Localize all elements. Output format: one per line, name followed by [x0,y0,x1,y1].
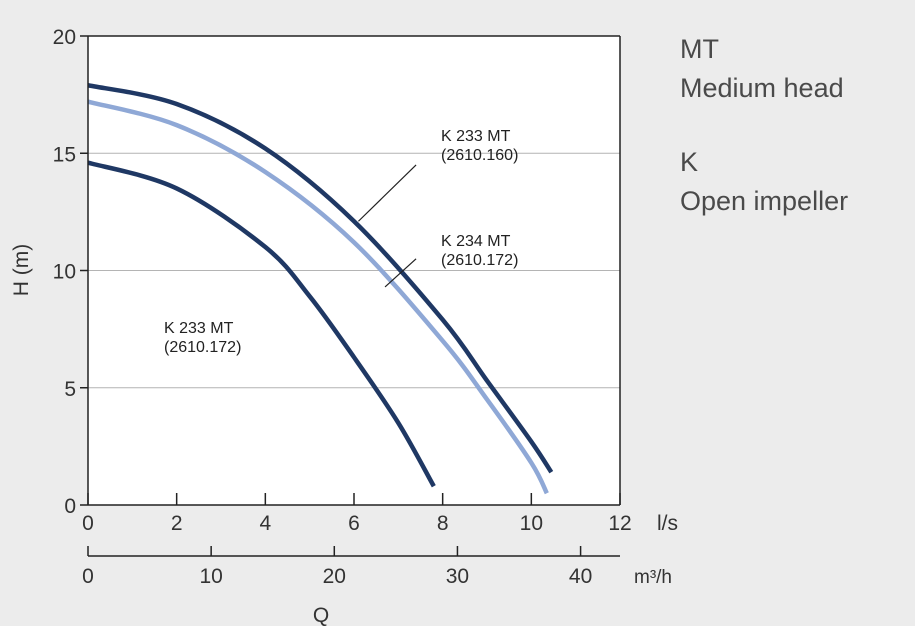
curve-label-code: (2610.172) [441,252,518,269]
x-tick-label-m3h: 40 [569,565,592,588]
y-tick-label: 5 [64,378,76,401]
x-tick-label-ls: 10 [520,512,543,535]
x-tick-label-m3h: 20 [323,565,346,588]
curve-series-2 [87,99,549,495]
series-description-label: Medium head [680,73,844,103]
y-tick-label: 20 [53,26,76,49]
curve-label-name: K 233 MT [164,320,234,337]
x-tick-label-m3h: 30 [446,565,469,588]
y-tick-label: 15 [53,143,76,166]
x-tick-label-m3h: 0 [82,565,94,588]
x-unit-secondary: m³/h [634,567,672,588]
x-tick-label-ls: 4 [259,512,271,535]
y-axis-title: H (m) [10,244,33,296]
x-tick-label-ls: 8 [437,512,449,535]
y-tick-label: 0 [64,495,76,518]
curve-series-1 [87,83,554,474]
curve-series-3 [87,160,436,488]
x-tick-label-ls: 0 [82,512,94,535]
annotation-leader-line [384,258,417,288]
x-tick-label-ls: 12 [608,512,631,535]
x-tick-label-m3h: 10 [199,565,222,588]
curve-label-code: (2610.160) [441,147,518,164]
x-tick-label-ls: 6 [348,512,360,535]
x-tick-label-ls: 2 [171,512,183,535]
impeller-code-label: K [680,147,699,177]
series-code-label: MT [680,34,719,64]
curve-label-name: K 233 MT [441,128,511,145]
y-tick-label: 10 [53,261,76,284]
curve-label-name: K 234 MT [441,233,511,250]
x-axis-title: Q [313,604,329,626]
x-unit-primary: l/s [657,512,678,535]
impeller-description-label: Open impeller [680,186,849,216]
annotation-leader-line [358,164,417,222]
curve-label-code: (2610.172) [164,339,241,356]
